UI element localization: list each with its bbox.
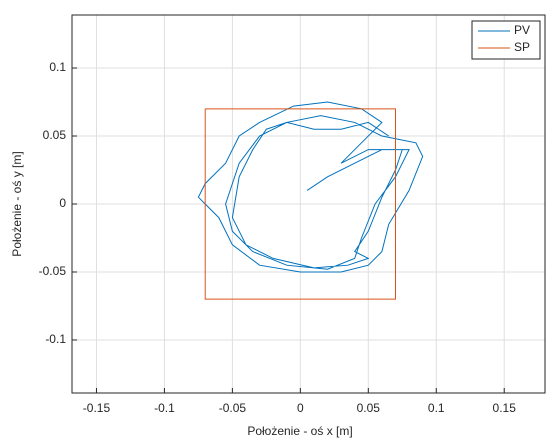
x-tick-label: -0.05 [219, 401, 247, 415]
legend-box [471, 20, 541, 60]
x-tick-label: 0.05 [357, 401, 381, 415]
x-axis-label: Położenie - oś x [m] [247, 424, 352, 438]
y-tick-label: 0.05 [43, 128, 67, 142]
plot-frame [71, 14, 546, 394]
x-tick-label: 0.15 [493, 401, 517, 415]
y-tick-label: -0.05 [39, 264, 67, 278]
legend-label: SP [514, 40, 530, 54]
x-tick-label: -0.15 [83, 401, 111, 415]
data-line [204, 108, 396, 300]
legend-label: PV [514, 23, 530, 37]
x-tick-label: 0 [297, 401, 304, 415]
y-tick-label: 0 [59, 196, 66, 210]
y-tick-label: 0.1 [49, 60, 66, 74]
y-axis-label: Położenie - oś y [m] [10, 151, 24, 256]
x-tick-label: -0.1 [154, 401, 175, 415]
y-tick-label: -0.1 [45, 332, 66, 346]
x-tick-label: 0.1 [428, 401, 445, 415]
